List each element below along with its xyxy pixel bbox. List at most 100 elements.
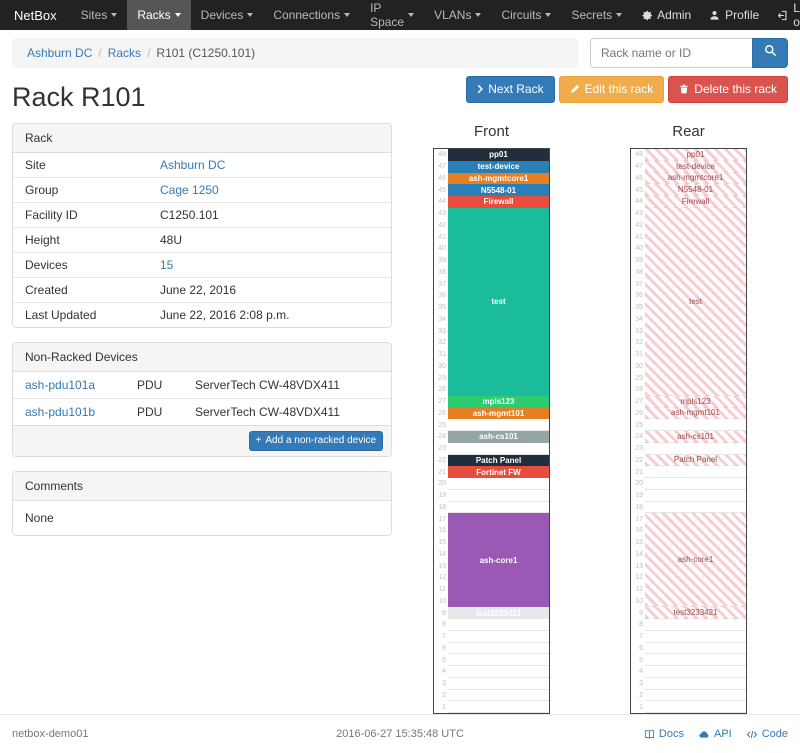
nav-item-racks[interactable]: Racks	[127, 0, 191, 30]
rack-empty-unit[interactable]	[448, 666, 549, 678]
rack-empty-unit[interactable]	[448, 701, 549, 713]
rack-device-front[interactable]: test3233421	[448, 607, 549, 619]
rack-device-front[interactable]: Patch Panel	[448, 454, 549, 467]
device-link[interactable]: ash-pdu101a	[25, 378, 96, 392]
chevron-down-icon	[344, 13, 351, 17]
table-row: Site Ashburn DC	[13, 153, 391, 178]
rack-device-front[interactable]: test	[448, 207, 549, 396]
docs-link[interactable]: Docs	[644, 728, 684, 740]
rack-empty-unit[interactable]	[645, 419, 746, 431]
rack-empty-unit[interactable]	[448, 642, 549, 655]
profile-link[interactable]: Profile	[700, 0, 768, 30]
devices-count-link[interactable]: 15	[160, 258, 174, 272]
rack-device-front[interactable]: pp01	[448, 149, 549, 161]
rack-empty-unit[interactable]	[645, 619, 746, 631]
rack-empty-unit[interactable]	[645, 489, 746, 502]
non-racked-devices-panel: Non-Racked Devices ash-pdu101a PDU Serve…	[12, 342, 392, 457]
admin-link[interactable]: Admin	[632, 0, 700, 30]
nav-item-label: Devices	[200, 8, 244, 22]
rack-elevations: Front 48 pp01 47 test-device 46 ash-mgmtcore1…	[392, 123, 788, 714]
rack-device-rear[interactable]: ash-mgmt101	[645, 407, 746, 420]
device-link[interactable]: ash-pdu101b	[25, 405, 96, 419]
rack-device-front[interactable]: ash-core1	[448, 513, 549, 608]
rack-device-rear[interactable]: pp01	[645, 149, 746, 161]
rack-empty-unit[interactable]	[448, 654, 549, 666]
unit-number: 25	[438, 421, 446, 429]
rack-empty-unit[interactable]	[645, 630, 746, 643]
rack-device-front[interactable]: Fortinet FW	[448, 466, 549, 478]
chevron-down-icon	[475, 13, 482, 17]
unit-number-gutter: 18	[631, 501, 645, 514]
rack-device-rear[interactable]: test-device	[645, 160, 746, 173]
plus-icon: +	[255, 435, 262, 446]
height-value: 48U	[148, 227, 391, 253]
rack-empty-unit[interactable]	[448, 442, 549, 455]
group-link[interactable]: Cage 1250	[160, 183, 219, 197]
delete-rack-button[interactable]: Delete this rack	[668, 76, 788, 103]
nav-item-ip-space[interactable]: IP Space	[360, 0, 424, 30]
rack-empty-unit[interactable]	[645, 466, 746, 478]
rack-device-front[interactable]: Firewall	[448, 196, 549, 208]
chevron-down-icon	[545, 13, 552, 17]
table-row: Group Cage 1250	[13, 177, 391, 203]
rack-device-rear[interactable]: ash-mgmtcore1	[645, 172, 746, 185]
nav-item-secrets[interactable]: Secrets	[561, 0, 632, 30]
rack-device-front[interactable]: test-device	[448, 160, 549, 173]
add-non-racked-device-button[interactable]: + Add a non-racked device	[248, 431, 383, 451]
nav-item-sites[interactable]: Sites	[71, 0, 128, 30]
rack-empty-unit[interactable]	[645, 666, 746, 678]
rack-device-rear[interactable]: test	[645, 207, 746, 396]
rack-empty-unit[interactable]	[645, 642, 746, 655]
rack-device-front[interactable]: ash-mgmt101	[448, 407, 549, 420]
rack-empty-unit[interactable]	[448, 689, 549, 702]
unit-number-gutter: 2	[434, 689, 448, 702]
search-button[interactable]	[752, 38, 788, 68]
rack-device-front[interactable]: ash-mgmtcore1	[448, 172, 549, 185]
rack-empty-unit[interactable]	[448, 501, 549, 514]
table-row: Height 48U	[13, 227, 391, 253]
rack-empty-unit[interactable]	[645, 677, 746, 690]
nav-item-vlans[interactable]: VLANs	[424, 0, 491, 30]
rack-device-front[interactable]: ash-cs101	[448, 431, 549, 443]
rack-empty-unit[interactable]	[645, 501, 746, 514]
rack-device-rear[interactable]: mpls123	[645, 395, 746, 408]
edit-rack-button[interactable]: Edit this rack	[558, 76, 665, 103]
unit-number-gutter: 5	[631, 654, 645, 666]
rack-empty-unit[interactable]	[448, 478, 549, 490]
nav-item-devices[interactable]: Devices	[191, 0, 264, 30]
rack-empty-unit[interactable]	[645, 689, 746, 702]
rack-empty-unit[interactable]	[448, 619, 549, 631]
rack-device-front[interactable]: N5548-01	[448, 184, 549, 196]
rack-empty-unit[interactable]	[448, 630, 549, 643]
rack-empty-unit[interactable]	[645, 701, 746, 713]
rack-empty-unit[interactable]	[448, 489, 549, 502]
rack-device-rear[interactable]: ash-core1	[645, 513, 746, 608]
rack-empty-unit[interactable]	[645, 478, 746, 490]
logout-link[interactable]: Log out	[768, 0, 800, 30]
nav-item-circuits[interactable]: Circuits	[491, 0, 561, 30]
unit-number-gutter: 7	[631, 630, 645, 643]
next-rack-button[interactable]: Next Rack	[466, 76, 555, 103]
rack-empty-unit[interactable]	[448, 419, 549, 431]
rack-device-rear[interactable]: ash-cs101	[645, 431, 746, 443]
rack-empty-unit[interactable]	[645, 654, 746, 666]
rack-device-rear[interactable]: Patch Panel	[645, 454, 746, 467]
brand[interactable]: NetBox	[14, 7, 57, 23]
breadcrumb-racks-link[interactable]: Racks	[107, 46, 142, 60]
rack-device-rear[interactable]: Firewall	[645, 196, 746, 208]
api-link[interactable]: API	[698, 728, 732, 740]
unit-number-gutter: 4	[631, 666, 645, 678]
rack-device-rear[interactable]: test3233421	[645, 607, 746, 619]
breadcrumb-site-link[interactable]: Ashburn DC	[27, 46, 93, 60]
code-link[interactable]: Code	[746, 728, 788, 740]
unit-number: 45	[438, 186, 446, 194]
gear-icon	[641, 10, 653, 21]
rack-search-input[interactable]	[590, 38, 752, 68]
unit-number-gutter: 19	[434, 489, 448, 502]
nav-item-connections[interactable]: Connections	[263, 0, 360, 30]
rack-empty-unit[interactable]	[645, 442, 746, 455]
rack-device-front[interactable]: mpls123	[448, 395, 549, 408]
rack-device-rear[interactable]: N5548-01	[645, 184, 746, 196]
site-link[interactable]: Ashburn DC	[160, 158, 226, 172]
rack-empty-unit[interactable]	[448, 677, 549, 690]
